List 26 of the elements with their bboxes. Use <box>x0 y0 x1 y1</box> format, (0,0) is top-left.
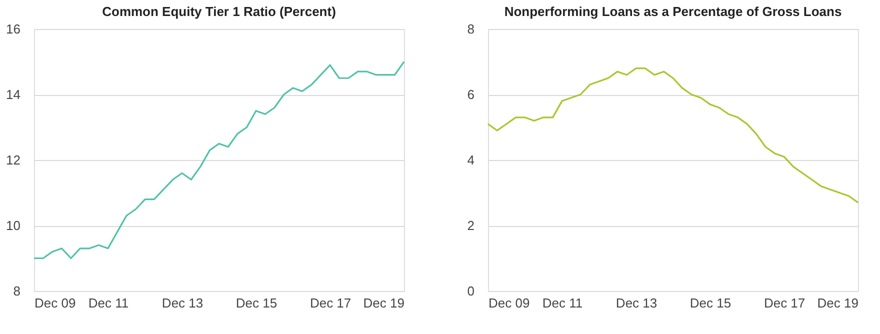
x-tick-label: Dec 17 <box>764 296 806 310</box>
chart-title: Nonperforming Loans as a Percentage of Gross Loans <box>504 4 842 19</box>
x-tick-label: Dec 17 <box>310 296 352 310</box>
y-tick-label: 14 <box>6 87 20 102</box>
y-tick-label: 8 <box>467 22 474 36</box>
y-tick-label: 2 <box>467 218 474 233</box>
y-tick-label: 10 <box>6 218 20 233</box>
line-series <box>33 60 405 260</box>
y-tick-label: 6 <box>467 87 474 102</box>
x-tick-label: Dec 19 <box>817 296 858 310</box>
x-tick-label: Dec 11 <box>88 296 129 310</box>
x-tick-label: Dec 13 <box>162 296 204 310</box>
x-tick-label: Dec 15 <box>236 296 278 310</box>
y-tick-label: 16 <box>6 22 20 36</box>
x-tick-label: Dec 09 <box>34 296 76 310</box>
chart-title: Common Equity Tier 1 Ratio (Percent) <box>102 4 336 19</box>
y-tick-label: 12 <box>6 152 20 168</box>
line-series <box>487 68 859 204</box>
x-tick-label: Dec 11 <box>542 296 583 310</box>
x-tick-label: Dec 15 <box>690 296 732 310</box>
y-tick-label: 8 <box>13 284 20 298</box>
x-tick-label: Dec 09 <box>488 296 530 310</box>
y-tick-label: 0 <box>467 284 474 298</box>
y-tick-label: 4 <box>467 152 474 168</box>
x-tick-label: Dec 13 <box>616 296 658 310</box>
x-tick-label: Dec 19 <box>363 296 404 310</box>
